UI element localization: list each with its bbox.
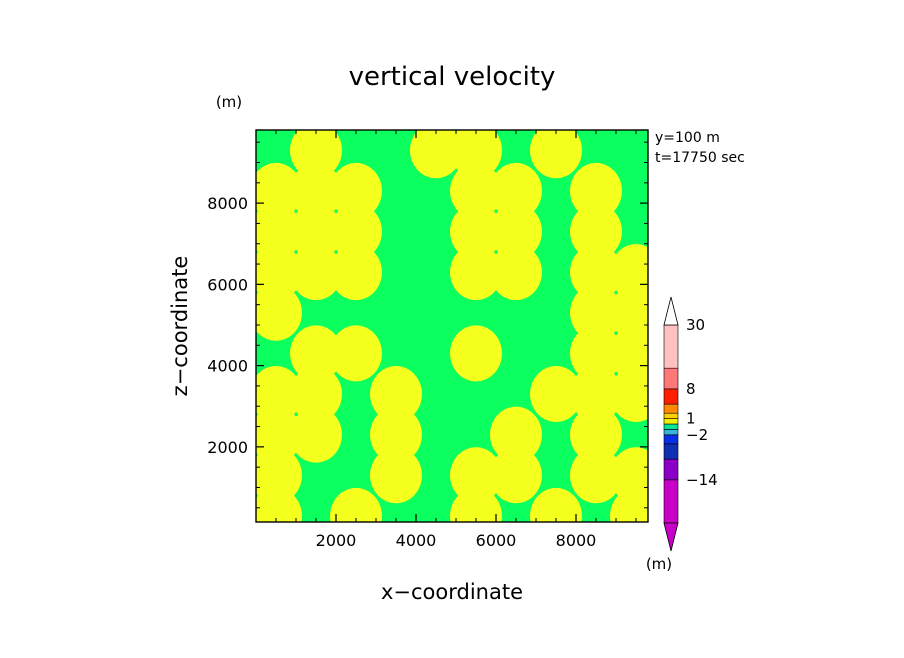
positive-velocity-region — [580, 434, 612, 476]
colorbar-unit-label: (m) — [646, 555, 672, 573]
positive-velocity-region — [580, 231, 612, 273]
x-tick-label: 4000 — [396, 531, 437, 550]
colorbar-label: −14 — [686, 471, 718, 489]
colorbar-band — [663, 403, 679, 414]
colorbar-label: −2 — [686, 426, 708, 444]
positive-velocity-region — [530, 487, 582, 522]
colorbar-label: 30 — [686, 316, 705, 334]
colorbar-band — [663, 412, 679, 419]
colorbar-band — [663, 324, 679, 369]
colorbar-band — [663, 443, 679, 460]
x-tick-label: 6000 — [476, 531, 517, 550]
info-line-y: y=100 m — [655, 130, 720, 146]
colorbar: 30 8 1−2 −14 — [663, 296, 718, 552]
positive-velocity-region — [436, 132, 476, 169]
y-axis-label: z−coordinate — [168, 256, 192, 397]
positive-velocity-region — [450, 325, 502, 382]
y-tick-label: 2000 — [207, 438, 248, 457]
x-tick-label: 8000 — [556, 531, 597, 550]
positive-velocity-region — [300, 150, 332, 191]
y-tick-label: 4000 — [207, 357, 248, 376]
info-line-t: t=17750 sec — [655, 150, 745, 166]
y-unit-label: (m) — [216, 93, 242, 111]
positive-velocity-region — [260, 475, 292, 516]
positive-velocity-region — [316, 335, 356, 372]
colorbar-label: 8 — [686, 380, 696, 398]
colorbar-band — [663, 388, 679, 405]
positive-velocity-region — [530, 130, 582, 179]
colorbar-band — [663, 434, 679, 445]
colorbar-label: 1 — [686, 410, 696, 428]
colorbar-band — [663, 423, 679, 430]
positive-velocity-region — [380, 434, 412, 476]
colorbar-band — [663, 418, 679, 425]
plot-frame — [255, 129, 649, 523]
colorbar-bottom-arrow — [663, 522, 679, 552]
y-tick-label: 8000 — [207, 194, 248, 213]
plot-area: 2000 4000 6000 8000 2000 4000 6000 8000 — [207, 129, 649, 550]
x-axis-label: x−coordinate — [381, 580, 523, 604]
colorbar-band — [663, 458, 679, 481]
positive-velocity-region — [330, 487, 382, 522]
positive-velocity-region — [380, 394, 412, 435]
colorbar-top-arrow — [663, 296, 679, 326]
y-tick-label: 6000 — [207, 275, 248, 294]
colorbar-band — [663, 479, 679, 524]
x-tick-label: 2000 — [316, 531, 357, 550]
colorbar-band — [663, 367, 679, 390]
positive-velocity-region — [580, 190, 612, 232]
chart-title: vertical velocity — [349, 62, 556, 92]
positive-velocity-region — [500, 434, 532, 476]
colorbar-band — [663, 429, 679, 436]
